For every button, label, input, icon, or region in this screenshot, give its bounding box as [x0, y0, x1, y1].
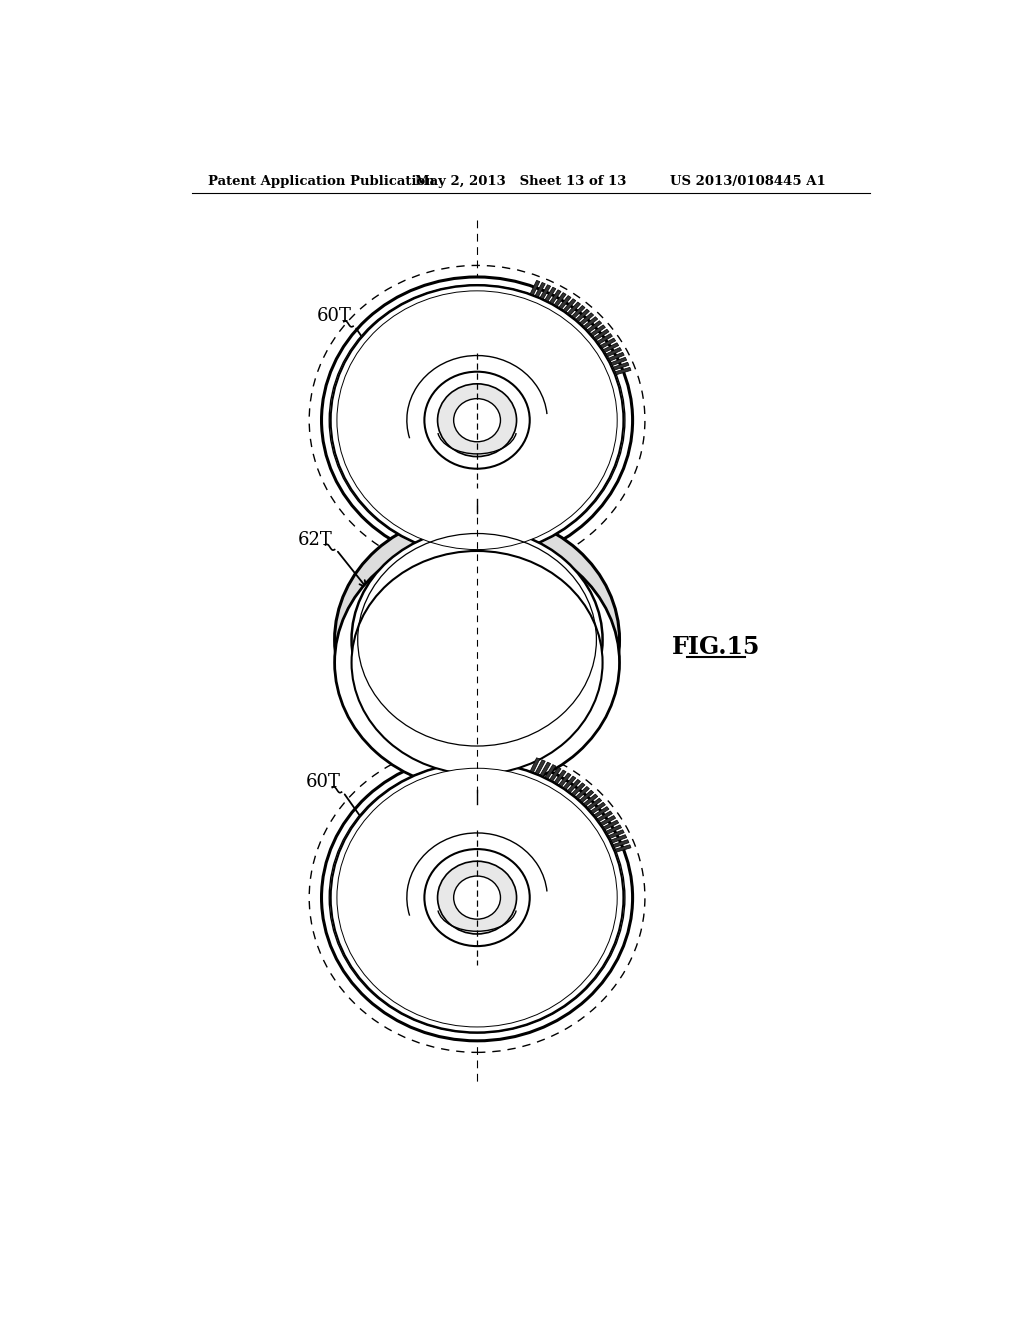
- Ellipse shape: [389, 362, 471, 397]
- Polygon shape: [550, 767, 561, 781]
- Polygon shape: [584, 795, 598, 807]
- Polygon shape: [603, 820, 618, 830]
- Polygon shape: [540, 285, 551, 300]
- Polygon shape: [606, 347, 622, 356]
- Polygon shape: [563, 776, 575, 789]
- Ellipse shape: [437, 384, 516, 457]
- Polygon shape: [584, 317, 598, 329]
- Polygon shape: [591, 803, 605, 813]
- Polygon shape: [571, 305, 585, 318]
- Polygon shape: [594, 807, 609, 817]
- Ellipse shape: [335, 512, 620, 767]
- Polygon shape: [608, 352, 625, 362]
- Polygon shape: [588, 321, 602, 333]
- Polygon shape: [575, 309, 590, 322]
- Ellipse shape: [322, 755, 633, 1040]
- Polygon shape: [545, 288, 556, 301]
- Polygon shape: [603, 343, 618, 352]
- Ellipse shape: [389, 840, 471, 875]
- Text: 62T: 62T: [298, 531, 333, 549]
- Polygon shape: [545, 764, 556, 779]
- Polygon shape: [550, 290, 561, 304]
- Polygon shape: [554, 293, 566, 306]
- Polygon shape: [563, 298, 575, 312]
- Polygon shape: [559, 774, 571, 787]
- Polygon shape: [530, 280, 540, 294]
- Ellipse shape: [462, 921, 521, 949]
- Text: FIG.15: FIG.15: [672, 635, 760, 660]
- Polygon shape: [554, 770, 566, 784]
- Polygon shape: [571, 783, 585, 796]
- Polygon shape: [591, 325, 605, 337]
- Ellipse shape: [424, 372, 529, 469]
- Text: 60T: 60T: [305, 774, 341, 791]
- Ellipse shape: [462, 445, 521, 471]
- Text: Patent Application Publication: Patent Application Publication: [208, 176, 434, 187]
- Polygon shape: [559, 296, 571, 309]
- Text: US 2013/0108445 A1: US 2013/0108445 A1: [670, 176, 825, 187]
- Polygon shape: [580, 313, 594, 325]
- Polygon shape: [575, 787, 590, 799]
- Ellipse shape: [454, 399, 501, 442]
- Text: 60T: 60T: [317, 308, 352, 325]
- Polygon shape: [580, 791, 594, 803]
- Ellipse shape: [330, 762, 625, 1034]
- Polygon shape: [594, 329, 609, 341]
- Ellipse shape: [351, 528, 602, 751]
- Polygon shape: [613, 362, 629, 370]
- Polygon shape: [608, 830, 625, 838]
- Ellipse shape: [337, 290, 617, 549]
- Polygon shape: [611, 834, 627, 843]
- Polygon shape: [567, 302, 581, 315]
- Text: May 2, 2013   Sheet 13 of 13: May 2, 2013 Sheet 13 of 13: [416, 176, 627, 187]
- Polygon shape: [588, 799, 602, 809]
- Ellipse shape: [424, 849, 529, 946]
- Polygon shape: [611, 358, 627, 366]
- Ellipse shape: [331, 763, 624, 1032]
- Ellipse shape: [337, 768, 617, 1027]
- Polygon shape: [530, 758, 540, 772]
- Polygon shape: [567, 779, 581, 792]
- Ellipse shape: [322, 277, 633, 564]
- Polygon shape: [597, 334, 612, 345]
- Ellipse shape: [454, 876, 501, 919]
- Polygon shape: [536, 282, 545, 297]
- Polygon shape: [613, 840, 629, 847]
- Polygon shape: [536, 760, 545, 775]
- Polygon shape: [606, 825, 622, 834]
- Ellipse shape: [331, 285, 624, 554]
- Polygon shape: [597, 810, 612, 821]
- Polygon shape: [615, 367, 631, 375]
- Ellipse shape: [351, 550, 602, 775]
- Polygon shape: [540, 762, 551, 776]
- Polygon shape: [600, 338, 615, 348]
- Ellipse shape: [330, 285, 625, 556]
- Polygon shape: [615, 845, 631, 853]
- Polygon shape: [600, 816, 615, 825]
- Ellipse shape: [437, 861, 516, 935]
- Ellipse shape: [335, 536, 620, 789]
